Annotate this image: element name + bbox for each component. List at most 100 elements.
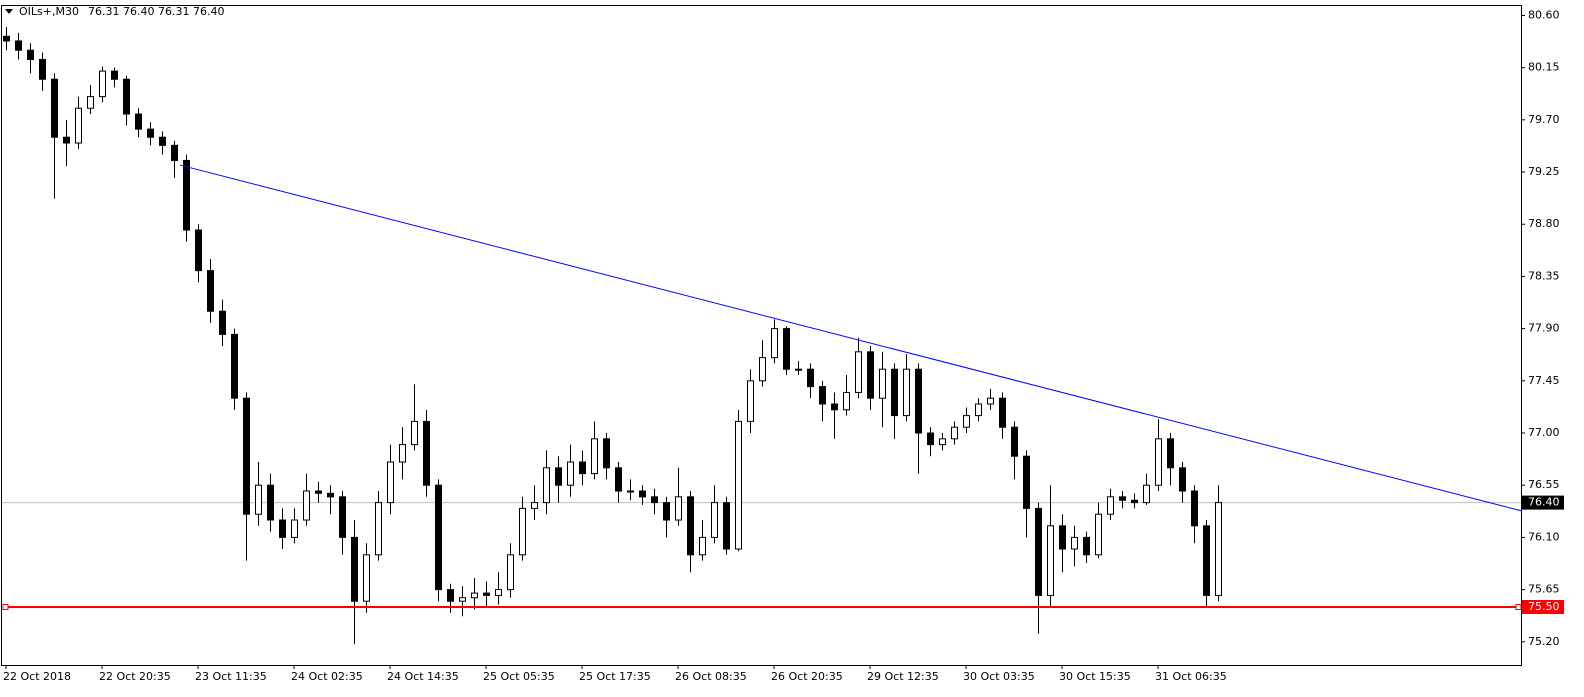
y-tick-label: 79.70 — [1528, 113, 1560, 126]
candle-body — [867, 351, 874, 399]
quote: 76.31 76.40 76.31 76.40 — [88, 5, 224, 18]
y-tick-label: 77.90 — [1528, 322, 1560, 335]
candle-body — [783, 328, 790, 370]
menu-triangle[interactable] — [5, 9, 13, 14]
candle-body — [591, 438, 598, 475]
candle-body — [951, 426, 958, 440]
y-tick-label: 76.10 — [1528, 530, 1560, 543]
support-handle — [1515, 604, 1522, 611]
candle-body — [27, 49, 34, 61]
candle-body — [1035, 507, 1042, 596]
trendline — [179, 164, 1522, 512]
candle-body — [879, 368, 886, 399]
candle-body — [1131, 499, 1138, 504]
candle-body — [1119, 496, 1126, 501]
candle-body — [351, 536, 358, 602]
candle-body — [747, 380, 754, 422]
candle-body — [819, 386, 826, 405]
x-tick-label: 23 Oct 11:35 — [195, 670, 267, 683]
candles — [3, 27, 1222, 645]
candle-body — [843, 391, 850, 411]
candle-body — [339, 496, 346, 538]
candle-body — [1059, 525, 1066, 550]
candle-body — [555, 467, 562, 486]
candle-body — [855, 351, 862, 393]
candle-body — [255, 484, 262, 515]
support-label: 75.50 — [1528, 600, 1560, 613]
candle-body — [579, 461, 586, 475]
x-tick-label: 25 Oct 05:35 — [483, 670, 555, 683]
candle-body — [171, 144, 178, 161]
y-tick-label: 75.20 — [1528, 635, 1560, 648]
candle-body — [87, 96, 94, 109]
x-tick-label: 22 Oct 20:35 — [99, 670, 171, 683]
candle-body — [543, 467, 550, 504]
candle-body — [627, 490, 634, 493]
x-tick-label: 26 Oct 08:35 — [675, 670, 747, 683]
candle-body — [735, 420, 742, 550]
candle-body — [135, 113, 142, 130]
current-label: 76.40 — [1528, 496, 1560, 509]
candle-body — [567, 461, 574, 486]
candle-body — [807, 368, 814, 388]
candle-body — [891, 368, 898, 417]
candle-body — [447, 589, 454, 602]
candle-body — [63, 136, 70, 144]
candle-body — [267, 484, 274, 521]
candle-body — [363, 554, 370, 602]
candle-body — [903, 368, 910, 417]
candle-body — [975, 403, 982, 417]
candle-body — [243, 397, 250, 515]
candle-body — [423, 420, 430, 486]
candle-body — [999, 397, 1006, 428]
candle-body — [15, 40, 22, 51]
x-tick-label: 30 Oct 15:35 — [1059, 670, 1131, 683]
candle-body — [159, 136, 166, 146]
candle-body — [375, 502, 382, 556]
candle-body — [3, 35, 10, 42]
candle-body — [1203, 525, 1210, 596]
candle-body — [39, 59, 46, 80]
y-tick-label: 80.15 — [1528, 61, 1560, 74]
candle-body — [507, 554, 514, 591]
candle-body — [1215, 502, 1222, 596]
candle-body — [771, 328, 778, 359]
candle-body — [675, 496, 682, 521]
support-label-box — [1522, 600, 1564, 615]
candle-body — [759, 357, 766, 382]
symbol: OILs+,M30 — [19, 5, 79, 18]
x-tick-label: 29 Oct 12:35 — [867, 670, 939, 683]
candle-body — [639, 490, 646, 498]
candle-body — [651, 496, 658, 504]
candle-body — [183, 159, 190, 231]
candle-body — [279, 519, 286, 538]
candle-body — [963, 415, 970, 428]
candle-body — [687, 496, 694, 556]
candle-body — [531, 502, 538, 509]
candle-body — [603, 438, 610, 469]
candle-body — [1023, 455, 1030, 509]
candle-body — [939, 438, 946, 446]
candle-body — [1095, 513, 1102, 556]
candle-body — [99, 70, 106, 98]
candle-body — [615, 467, 622, 492]
x-tick-label: 24 Oct 02:35 — [291, 670, 363, 683]
candle-body — [75, 107, 82, 144]
y-tick-label: 77.45 — [1528, 374, 1560, 387]
y-tick-label: 75.65 — [1528, 583, 1560, 596]
x-tick-label: 30 Oct 03:35 — [963, 670, 1035, 683]
candle-body — [1083, 536, 1090, 556]
candle-body — [1155, 438, 1162, 486]
candle-body — [291, 519, 298, 538]
candle-body — [231, 333, 238, 399]
candle-body — [435, 484, 442, 591]
candle-body — [711, 502, 718, 538]
plot-frame — [1, 5, 1522, 666]
y-tick-label: 78.35 — [1528, 269, 1560, 282]
candle-body — [987, 397, 994, 405]
candle-body — [495, 589, 502, 596]
candle-body — [51, 78, 58, 138]
current-label-box — [1522, 495, 1564, 510]
